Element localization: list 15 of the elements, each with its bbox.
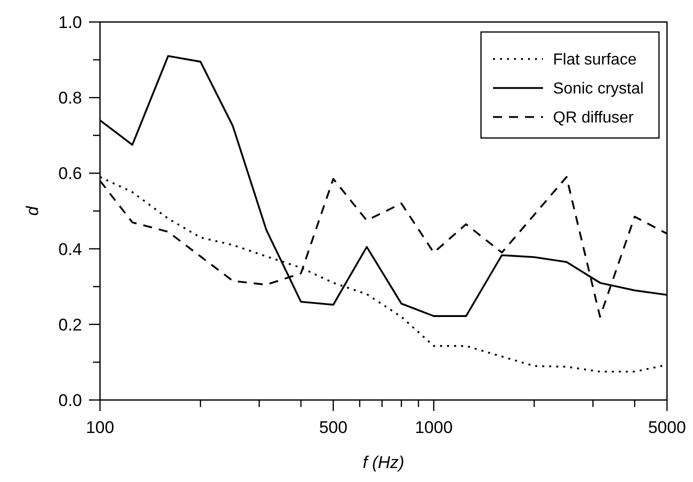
legend-label: Sonic crystal bbox=[553, 80, 644, 98]
x-tick-label: 5000 bbox=[648, 418, 686, 437]
y-axis-title: d bbox=[23, 206, 42, 216]
legend-label: QR diffuser bbox=[553, 110, 634, 127]
y-tick-label: 1.0 bbox=[58, 12, 82, 32]
x-tick-label: 100 bbox=[86, 418, 114, 437]
legend-label: Flat surface bbox=[553, 52, 637, 69]
y-tick-label: 0.6 bbox=[58, 164, 82, 184]
x-tick-label: 500 bbox=[319, 418, 348, 437]
x-axis-title: f (Hz) bbox=[362, 453, 404, 472]
y-tick-label: 0.0 bbox=[58, 390, 82, 410]
x-tick-label: 1000 bbox=[414, 418, 453, 437]
y-tick-label: 0.2 bbox=[58, 315, 82, 334]
y-tick-label: 0.4 bbox=[58, 240, 82, 259]
y-tick-label: 0.8 bbox=[58, 88, 82, 108]
